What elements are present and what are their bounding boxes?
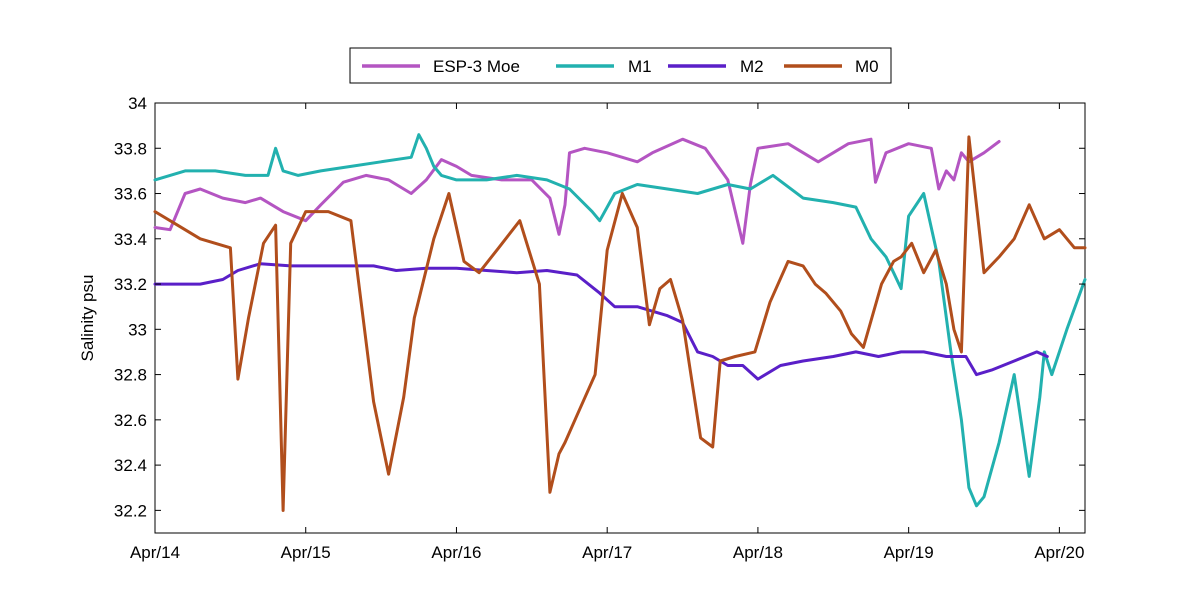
- legend-label-esp3-moe: ESP-3 Moe: [433, 57, 520, 76]
- axis-ticks: 32.2 32.4 32.6 32.8 33 33.2 33.4 33.6 33.8 34 Apr/…: [114, 94, 1085, 562]
- y-tick-label: 32.4: [114, 456, 147, 475]
- x-tick-label: Apr/14: [130, 543, 180, 562]
- y-tick-label: 32.2: [114, 501, 147, 520]
- series-line-m1: [153, 133, 1087, 508]
- legend-entry-esp3-moe: ESP-3 Moe: [362, 57, 520, 76]
- legend-entry-m0: M0: [784, 57, 879, 76]
- legend-label-m1: M1: [628, 57, 652, 76]
- x-tick-label: Apr/18: [733, 543, 783, 562]
- series-lines: [153, 133, 1087, 512]
- legend-label-m2: M2: [740, 57, 764, 76]
- x-tick-label: Apr/17: [582, 543, 632, 562]
- series-line-m2: [153, 262, 1049, 381]
- legend-label-m0: M0: [855, 57, 879, 76]
- y-tick-label: 32.8: [114, 366, 147, 385]
- y-axis-title: Salinity psu: [78, 275, 97, 362]
- x-tick-label: Apr/19: [884, 543, 934, 562]
- series-line-esp-3-moe: [153, 137, 1001, 245]
- series-line-m0: [153, 135, 1087, 512]
- x-tick-label: Apr/16: [431, 543, 481, 562]
- plot-area: [154, 102, 1086, 534]
- legend: ESP-3 Moe M1 M2 M0: [349, 47, 892, 84]
- legend-entry-m1: M1: [556, 57, 652, 76]
- y-tick-label: 33: [128, 320, 147, 339]
- y-tick-label: 33.4: [114, 230, 147, 249]
- x-tick-label: Apr/15: [281, 543, 331, 562]
- y-tick-label: 33.8: [114, 139, 147, 158]
- x-tick-label: Apr/20: [1034, 543, 1084, 562]
- y-tick-label: 32.6: [114, 411, 147, 430]
- y-tick-label: 33.6: [114, 185, 147, 204]
- y-tick-label: 33.2: [114, 275, 147, 294]
- legend-entry-m2: M2: [668, 57, 764, 76]
- y-tick-label: 34: [128, 94, 147, 113]
